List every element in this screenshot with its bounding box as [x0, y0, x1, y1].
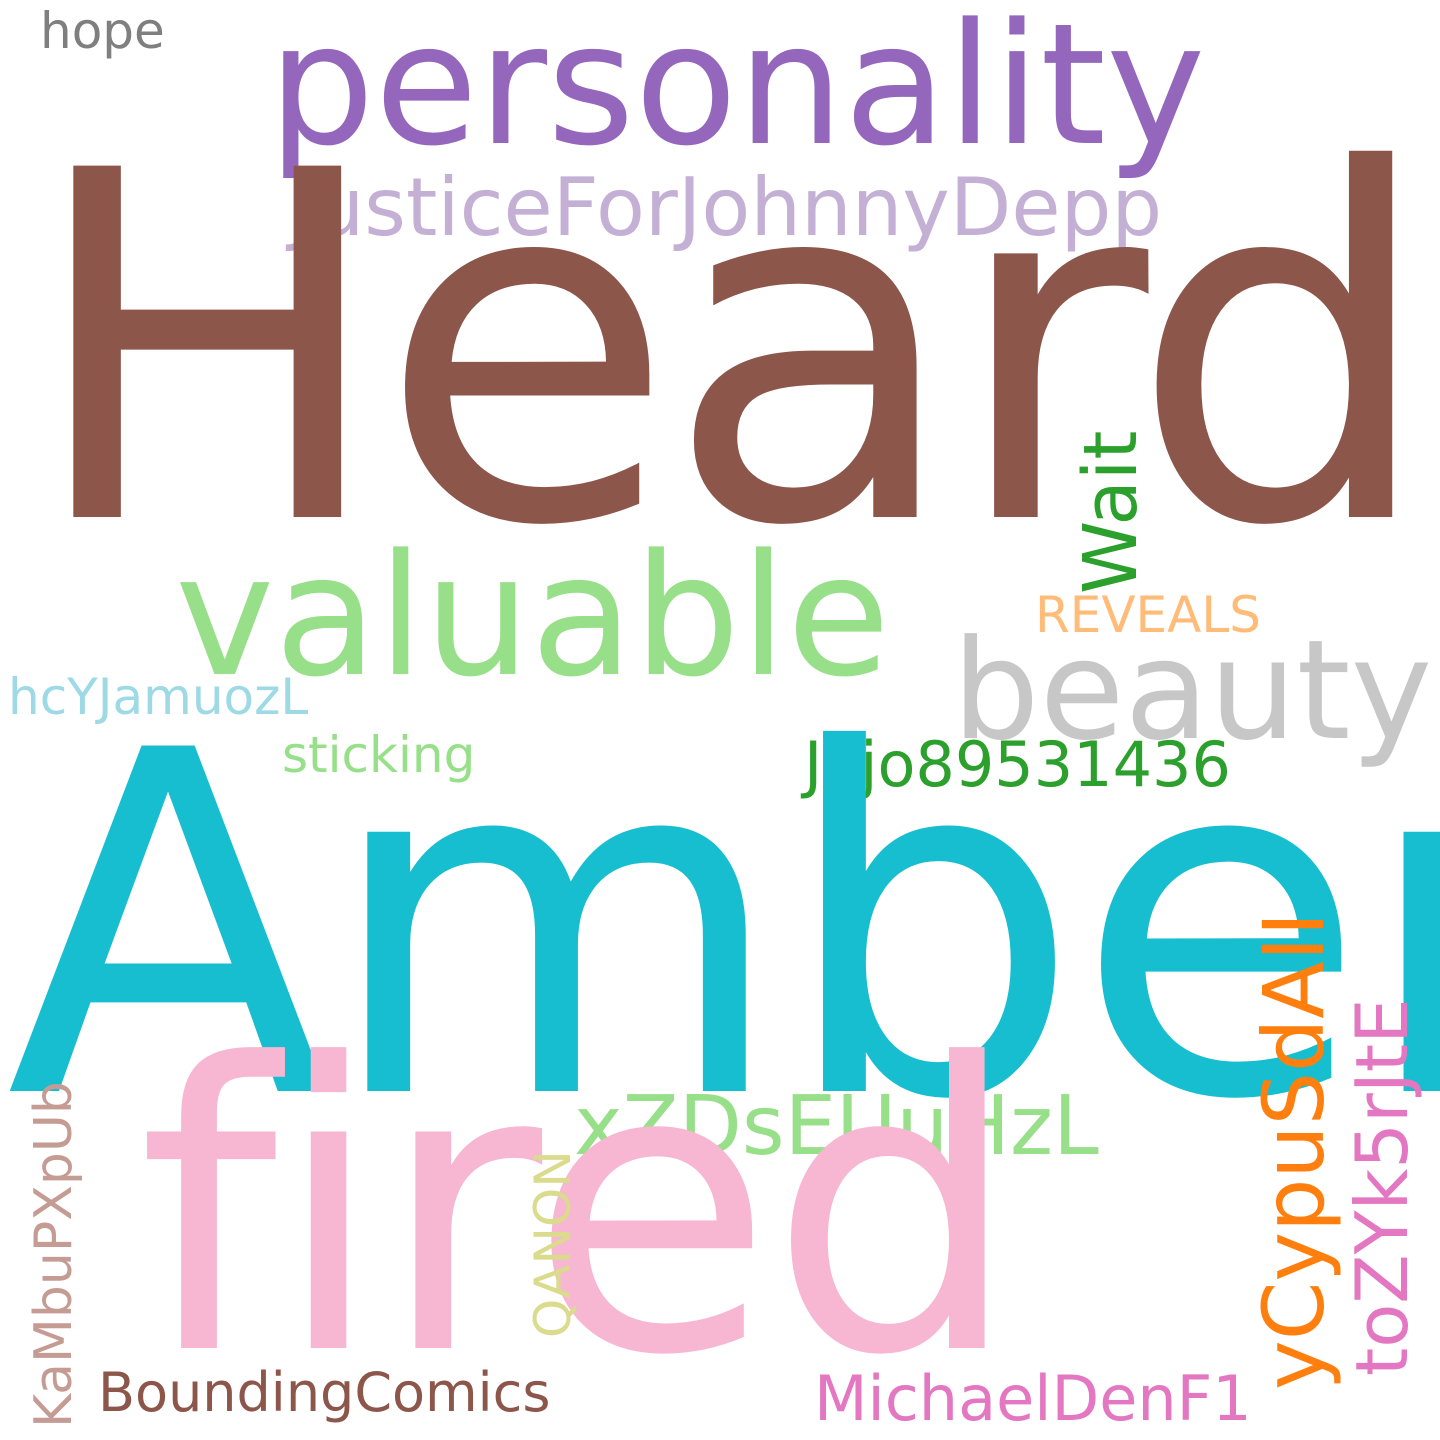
word-reveals: REVEALS — [1035, 586, 1261, 644]
word-ycypusdaii: yCypuSdAII — [1245, 911, 1343, 1390]
word-amber: Amber — [6, 651, 1440, 1203]
word-fired: fired — [138, 981, 1021, 1440]
word-beauty: beauty — [952, 610, 1433, 771]
word-hope: hope — [40, 2, 165, 60]
word-jojo89531436: Jojo89531436 — [804, 728, 1231, 801]
word-heard: Heard — [26, 70, 1436, 631]
word-xzdseuuhzl: xZDsEUuHzL — [574, 1079, 1099, 1174]
word-sticking: sticking — [282, 726, 476, 784]
word-boundingcomics: BoundingComics — [98, 1361, 551, 1424]
word-personality: personality — [268, 0, 1206, 183]
word-tozyk5rjte: toZYk5rJtE — [1340, 998, 1424, 1376]
word-qanon: QANON — [524, 1150, 582, 1338]
word-michaeldenf1: MichaelDenF1 — [814, 1362, 1252, 1435]
word-wait: Wait — [1068, 430, 1154, 594]
word-justiceforjohnnydepp: JusticeForJohnnyDepp — [290, 161, 1163, 254]
word-valuable: valuable — [175, 518, 891, 714]
word-kambupxpub: KaMbuPXpUb — [24, 1081, 84, 1428]
word-hcyjamuozl: hcYJamuozL — [8, 668, 309, 726]
